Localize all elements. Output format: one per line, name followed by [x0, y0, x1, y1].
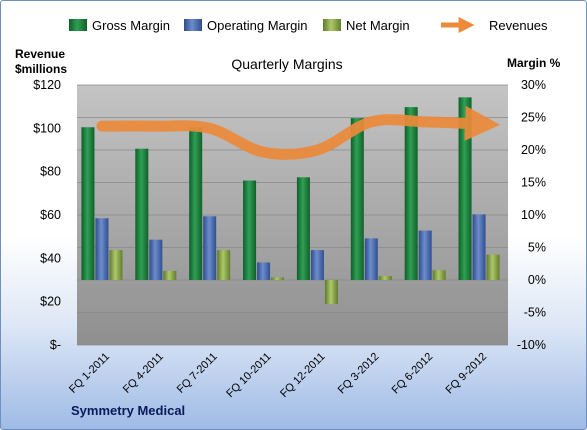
- operating-margin-bar: [95, 218, 109, 280]
- right-axis-tick-label: 30%: [521, 78, 546, 92]
- right-axis-title: Margin %: [507, 56, 561, 70]
- gross-margin-bar: [350, 118, 364, 281]
- operating-margin-bar: [203, 216, 217, 280]
- operating-margin-bar: [257, 262, 271, 280]
- category-label: FQ 12-2011: [278, 351, 327, 400]
- right-axis-tick-label: 10%: [521, 208, 546, 222]
- right-axis-tick-label: -10%: [517, 338, 546, 352]
- left-axis-tick-label: $40: [40, 251, 61, 265]
- chart-title: Quarterly Margins: [231, 56, 342, 72]
- category-label: FQ 6-2012: [390, 351, 436, 397]
- company-name: Symmetry Medical: [71, 403, 185, 418]
- left-axis-title-line2: $millions: [15, 62, 67, 76]
- legend-swatch-operating-margin: [184, 19, 202, 31]
- gross-margin-bar: [81, 127, 95, 280]
- category-label: FQ 4-2011: [121, 351, 166, 396]
- net-margin-bar: [109, 250, 123, 280]
- left-axis-tick-label: $20: [40, 295, 61, 309]
- gross-margin-bar: [404, 107, 418, 280]
- category-label: FQ 10-2011: [224, 351, 273, 400]
- gross-margin-bar: [189, 127, 203, 280]
- right-axis-tick-label: 0%: [528, 273, 546, 287]
- category-label: FQ 9-2012: [444, 351, 490, 397]
- net-margin-bar: [432, 270, 446, 280]
- legend-swatch-gross-margin: [69, 19, 87, 31]
- right-axis-tick-label: -5%: [524, 306, 546, 320]
- left-axis-tick-label: $120: [33, 78, 61, 92]
- legend-swatch-net-margin: [323, 19, 341, 31]
- right-axis-tick-label: 15%: [521, 176, 546, 190]
- net-margin-bar: [271, 277, 285, 280]
- gross-margin-bar: [458, 97, 472, 280]
- operating-margin-bar: [472, 214, 486, 280]
- category-label: FQ 7-2011: [175, 351, 220, 396]
- net-margin-bar: [378, 276, 392, 280]
- operating-margin-bar: [418, 230, 432, 280]
- revenues-line: [96, 105, 501, 160]
- right-axis-tick-label: 5%: [528, 241, 546, 255]
- left-axis-title-line1: Revenue: [15, 47, 65, 61]
- legend-label-operating-margin: Operating Margin: [207, 18, 307, 33]
- category-label: FQ 3-2012: [336, 351, 382, 397]
- left-axis-tick-label: $100: [33, 121, 61, 135]
- net-margin-bar: [163, 270, 177, 280]
- operating-margin-bar: [149, 239, 163, 280]
- legend-label-net-margin: Net Margin: [346, 18, 410, 33]
- left-axis-tick-label: $60: [40, 208, 61, 222]
- gross-margin-bar: [243, 180, 257, 280]
- operating-margin-bar: [364, 238, 378, 280]
- left-axis-tick-label: $80: [40, 165, 61, 179]
- right-axis-tick-label: 25%: [521, 111, 546, 125]
- right-axis-tick-label: 20%: [521, 143, 546, 157]
- left-axis-tick-label: $-: [50, 338, 61, 352]
- legend: Gross Margin Operating Margin Net Margin…: [69, 16, 548, 34]
- category-label: FQ 1-2011: [67, 351, 112, 396]
- gross-margin-bar: [135, 148, 149, 280]
- operating-margin-bar: [310, 250, 324, 280]
- net-margin-bar: [324, 280, 338, 305]
- legend-label-revenues: Revenues: [489, 18, 548, 33]
- gross-margin-bar: [296, 177, 310, 280]
- net-margin-bar: [217, 250, 231, 280]
- net-margin-bar: [486, 254, 500, 280]
- legend-label-gross-margin: Gross Margin: [92, 18, 170, 33]
